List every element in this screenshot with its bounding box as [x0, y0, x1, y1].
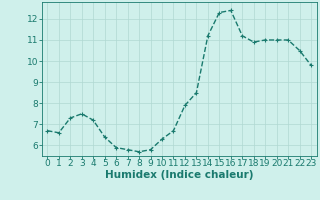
X-axis label: Humidex (Indice chaleur): Humidex (Indice chaleur): [105, 170, 253, 180]
